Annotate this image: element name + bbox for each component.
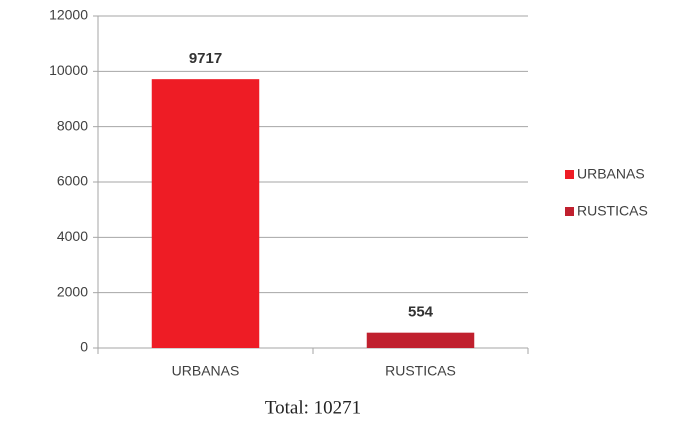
legend-swatch (565, 207, 574, 216)
data-label: 9717 (189, 50, 222, 67)
legend-swatch (565, 170, 574, 179)
bar (366, 332, 475, 348)
bar (151, 79, 260, 349)
y-tick-label: 10000 (49, 62, 88, 78)
y-tick-label: 4000 (57, 228, 88, 244)
legend-label: RUSTICAS (577, 203, 648, 219)
x-tick-label: URBANAS (172, 363, 240, 379)
y-tick-label: 8000 (57, 117, 88, 133)
total-annotation: Total: 10271 (265, 397, 361, 418)
legend-label: URBANAS (577, 166, 645, 182)
y-tick-label: 12000 (49, 7, 88, 23)
x-tick-label: RUSTICAS (385, 363, 456, 379)
y-tick-label: 6000 (57, 173, 88, 189)
y-tick-label: 2000 (57, 283, 88, 299)
data-label: 554 (408, 304, 434, 321)
y-tick-label: 0 (80, 339, 88, 355)
